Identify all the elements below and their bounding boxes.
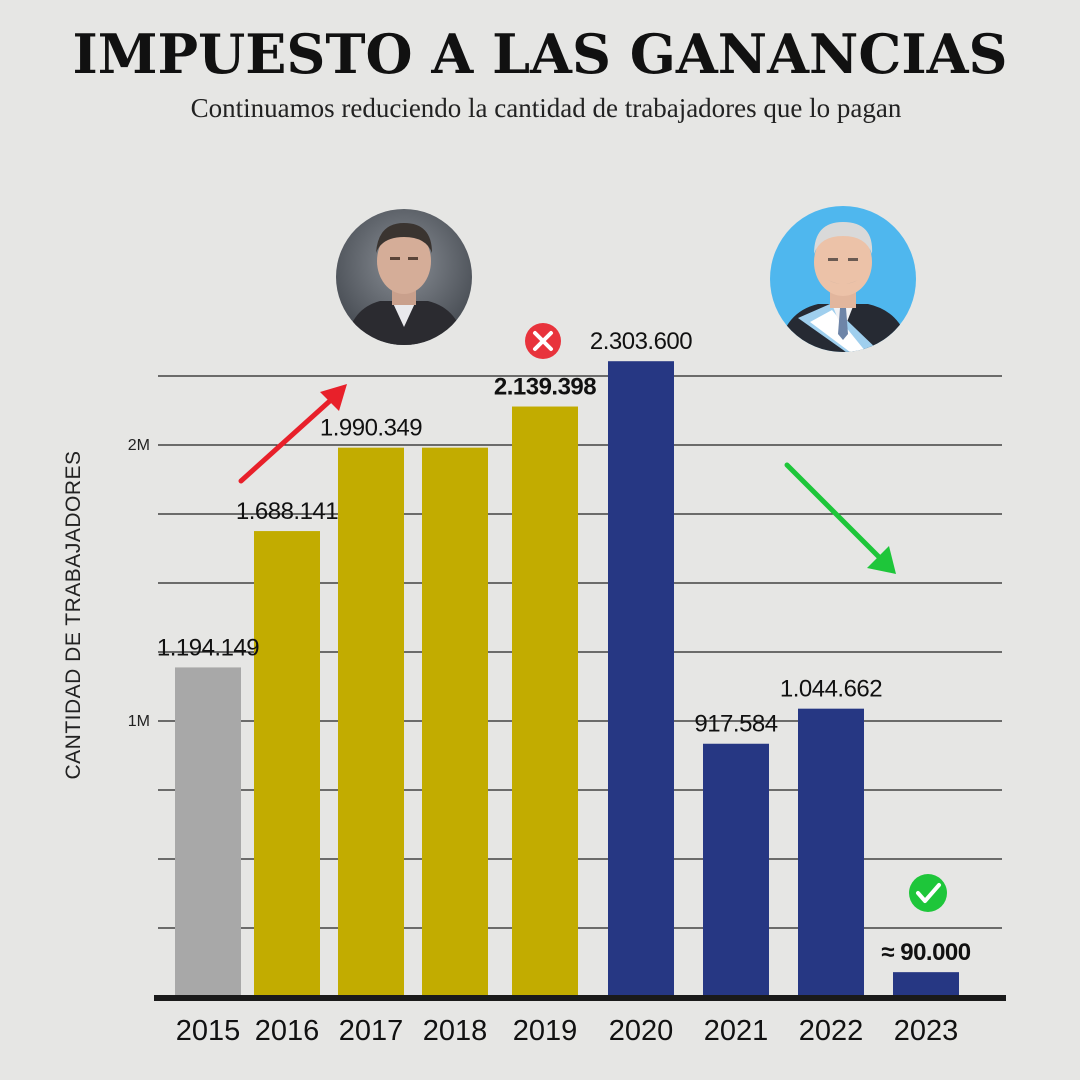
data-label: 1.688.141 <box>236 498 338 525</box>
portrait-right <box>770 206 916 352</box>
data-label: 2.139.398 <box>494 374 596 401</box>
data-label: 1.044.662 <box>780 676 882 703</box>
y-tick-label: 1M <box>128 713 150 730</box>
check-mark-glyph <box>916 883 941 903</box>
y-tick-label: 2M <box>128 437 150 454</box>
person-photo-icon <box>336 209 472 345</box>
x-tick-label: 2015 <box>176 1015 241 1047</box>
bar-2016 <box>254 531 320 997</box>
bar-2018 <box>422 447 488 997</box>
x-tick-label: 2020 <box>609 1015 674 1047</box>
bar-2023 <box>893 972 959 997</box>
bar-2020 <box>608 361 674 997</box>
x-tick-label: 2019 <box>513 1015 578 1047</box>
chart-title: IMPUESTO A LAS GANANCIAS <box>72 22 1008 86</box>
data-label: 2.303.600 <box>590 328 692 355</box>
bar-2022 <box>798 708 864 997</box>
data-label: 917.584 <box>694 711 777 738</box>
data-label: 1.990.349 <box>320 415 422 442</box>
x-tick-label: 2023 <box>894 1015 959 1047</box>
up-arrow-icon <box>238 396 335 484</box>
up-arrow-head-icon <box>320 384 347 411</box>
x-axis-line <box>154 995 1006 1001</box>
down-arrow-icon <box>784 462 883 561</box>
x-tick-label: 2016 <box>255 1015 320 1047</box>
chart-subtitle: Continuamos reduciendo la cantidad de tr… <box>190 93 902 123</box>
portrait-left <box>336 209 472 345</box>
x-tick-label: 2017 <box>339 1015 404 1047</box>
bar-2021 <box>703 743 769 997</box>
x-mark-glyph <box>533 331 553 351</box>
bar-2019 <box>512 406 578 998</box>
bar-2017 <box>338 447 404 997</box>
check-mark-icon <box>909 874 947 912</box>
x-tick-label: 2021 <box>704 1015 769 1047</box>
x-tick-label: 2018 <box>423 1015 488 1047</box>
data-label: ≈ 90.000 <box>881 939 970 966</box>
bar-2015 <box>175 667 241 997</box>
data-label: 1.194.149 <box>157 634 259 661</box>
person-photo-icon <box>770 206 916 352</box>
x-tick-label: 2022 <box>799 1015 864 1047</box>
down-arrow-head-icon <box>867 546 896 574</box>
